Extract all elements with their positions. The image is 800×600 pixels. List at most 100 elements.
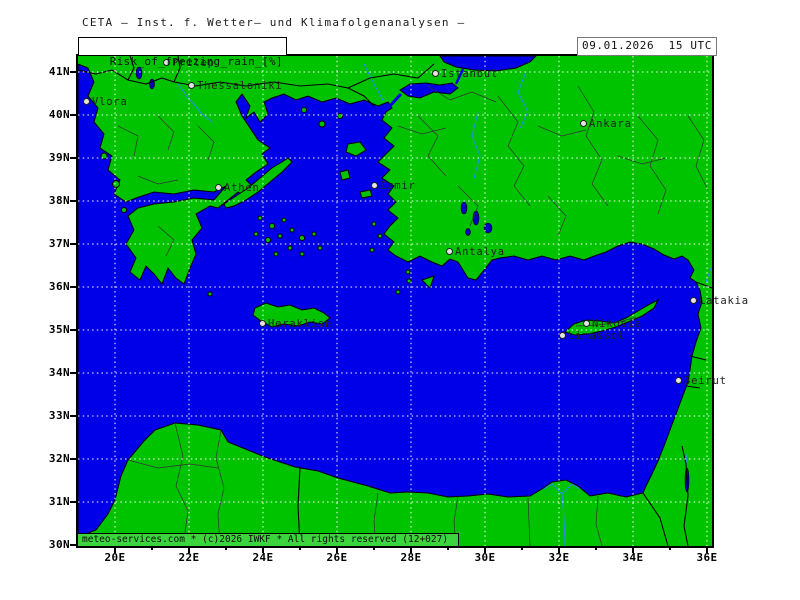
city-marker-icon [215, 184, 222, 191]
lon-tick-label: 28E [400, 551, 422, 564]
city-label-antalya: Antalya [446, 246, 505, 258]
dodecanese-island [369, 247, 375, 253]
lat-tick-mark [70, 329, 77, 331]
lon-tick-mark [336, 546, 338, 553]
lake-ohrid [135, 66, 143, 80]
cyclades-island [253, 231, 259, 237]
dodecanese-island [405, 269, 411, 275]
lat-tick-mark [70, 501, 77, 503]
cyclades-island [277, 233, 283, 239]
lat-tick-mark [70, 200, 77, 202]
lon-tick-mark [262, 546, 264, 553]
lon-tick-label: 30E [474, 551, 496, 564]
lesbos-island [345, 141, 367, 157]
city-label-ankara: Ankara [580, 118, 632, 130]
lat-tick-label: 30N [48, 538, 70, 551]
lon-tick-mark [484, 546, 486, 553]
cyclades-island [289, 227, 295, 233]
limnos-island [318, 120, 326, 128]
lon-minor-tick-mark [225, 546, 227, 550]
mediterranean-sea [78, 63, 703, 537]
thasos-island [301, 107, 307, 113]
lon-minor-tick-mark [669, 546, 671, 550]
cyclades-island [269, 223, 275, 229]
city-marker-icon [580, 120, 587, 127]
city-marker-icon [163, 59, 170, 66]
rivers [177, 63, 712, 546]
city-name: Thessaloniki [197, 80, 283, 92]
marmara-sea [399, 82, 459, 99]
lat-tick-mark [70, 114, 77, 116]
islands [100, 107, 660, 336]
lat-tick-mark [70, 243, 77, 245]
city-marker-icon [432, 70, 439, 77]
city-label-vlora: Vlora [83, 96, 128, 108]
city-name: Limassol [568, 330, 625, 342]
city-name: Istanbul [441, 68, 498, 80]
cyclades-island [287, 245, 293, 251]
lon-tick-mark [706, 546, 708, 553]
lon-tick-label: 36E [696, 551, 718, 564]
city-marker-icon [188, 82, 195, 89]
city-marker-icon [559, 332, 566, 339]
cyclades-island [273, 251, 279, 257]
credit-bar: meteo-services.com * (c)2026 IWKF * All … [78, 533, 459, 546]
country-borders [78, 56, 712, 546]
city-name: Beirut [684, 375, 727, 387]
city-label-thessaloniki: Thessaloniki [188, 80, 282, 92]
lon-tick-label: 26E [326, 551, 348, 564]
lat-tick-label: 40N [48, 108, 70, 121]
city-name: Latakia [699, 295, 749, 307]
karpathos-island [395, 289, 401, 295]
lon-tick-label: 32E [548, 551, 570, 564]
lon-tick-label: 34E [622, 551, 644, 564]
cyclades-island [311, 231, 317, 237]
page-title: CETA – Inst. f. Wetter– und Klimafolgena… [82, 16, 466, 29]
city-label-izmir: Izmir [371, 180, 416, 192]
lat-tick-mark [70, 71, 77, 73]
city-name: Antalya [455, 246, 505, 258]
lon-minor-tick-mark [299, 546, 301, 550]
lon-minor-tick-mark [521, 546, 523, 550]
city-label-beirut: Beirut [675, 375, 727, 387]
city-name: Ankara [589, 118, 632, 130]
rhodes-island [421, 275, 435, 289]
dodecanese-island [377, 233, 383, 239]
lon-tick-label: 24E [252, 551, 274, 564]
city-label-heraklion: Heraklion [259, 318, 332, 330]
lon-tick-mark [188, 546, 190, 553]
lat-tick-mark [70, 458, 77, 460]
lon-tick-label: 22E [178, 551, 200, 564]
lat-tick-mark [70, 415, 77, 417]
product-label: Risk_of_freezing_rain_[%] [109, 55, 283, 68]
lon-tick-mark [114, 546, 116, 553]
city-marker-icon [690, 297, 697, 304]
turkish-lake [472, 210, 480, 226]
lakes [135, 66, 690, 493]
lon-minor-tick-mark [151, 546, 153, 550]
lon-tick-mark [558, 546, 560, 553]
lat-tick-label: 38N [48, 194, 70, 207]
lat-tick-label: 32N [48, 452, 70, 465]
lat-tick-mark [70, 372, 77, 374]
lat-tick-label: 41N [48, 65, 70, 78]
turkish-lake [465, 228, 471, 236]
city-label-prilep: Prilep [163, 57, 215, 69]
euboea-island [223, 157, 293, 209]
samos-island [359, 189, 373, 199]
crete-island [252, 302, 331, 328]
lon-tick-mark [410, 546, 412, 553]
lon-minor-tick-mark [595, 546, 597, 550]
city-label-istanbul: Istanbul [432, 68, 498, 80]
dardanelles-strait [386, 92, 403, 110]
city-marker-icon [583, 320, 590, 327]
lat-tick-label: 34N [48, 366, 70, 379]
map-canvas: meteo-services.com * (c)2026 IWKF * All … [76, 54, 714, 548]
city-marker-icon [446, 248, 453, 255]
city-label-athen: Athen [215, 182, 260, 194]
graticule [78, 56, 712, 546]
city-marker-icon [675, 377, 682, 384]
lon-minor-tick-mark [373, 546, 375, 550]
cyclades-island [299, 251, 305, 257]
